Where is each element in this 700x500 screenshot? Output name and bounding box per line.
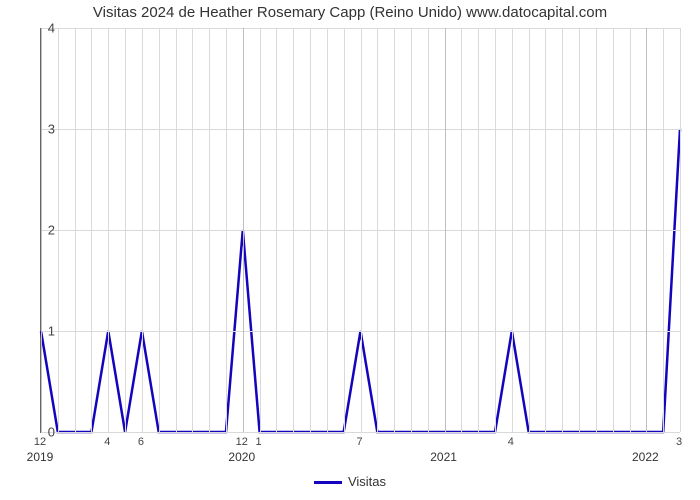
gridline-v (159, 28, 160, 432)
x-tick-label-minor: 12 (34, 436, 46, 448)
legend-label: Visitas (348, 474, 386, 489)
gridline-v (545, 28, 546, 432)
x-tick-label-minor: 3 (676, 436, 682, 448)
gridline-v (411, 28, 412, 432)
x-tick-label-minor: 4 (508, 436, 514, 448)
chart-container: Visitas 2024 de Heather Rosemary Capp (R… (0, 0, 700, 500)
gridline-v (562, 28, 563, 432)
gridline-v (75, 28, 76, 432)
gridline-v (529, 28, 530, 432)
gridline-v (512, 28, 513, 432)
x-tick-label-major: 2021 (430, 450, 457, 464)
gridline-v (646, 28, 647, 432)
gridline-v (663, 28, 664, 432)
gridline-v (58, 28, 59, 432)
gridline-v (428, 28, 429, 432)
gridline-v (226, 28, 227, 432)
x-tick-label-major: 2020 (228, 450, 255, 464)
gridline-v (276, 28, 277, 432)
gridline-h (41, 432, 680, 433)
x-tick-label-major: 2019 (27, 450, 54, 464)
x-tick-label-major: 2022 (632, 450, 659, 464)
gridline-v (461, 28, 462, 432)
y-tick-label: 1 (25, 324, 55, 339)
gridline-v (310, 28, 311, 432)
y-tick-label: 2 (25, 223, 55, 238)
gridline-v (680, 28, 681, 432)
gridline-v (579, 28, 580, 432)
gridline-v (344, 28, 345, 432)
plot-area (40, 28, 680, 433)
gridline-v (142, 28, 143, 432)
gridline-v (125, 28, 126, 432)
chart-title: Visitas 2024 de Heather Rosemary Capp (R… (0, 4, 700, 21)
y-tick-label: 3 (25, 122, 55, 137)
gridline-v (394, 28, 395, 432)
gridline-v (613, 28, 614, 432)
gridline-v (260, 28, 261, 432)
gridline-v (192, 28, 193, 432)
gridline-v (445, 28, 446, 432)
gridline-v (108, 28, 109, 432)
x-tick-label-minor: 6 (138, 436, 144, 448)
gridline-v (91, 28, 92, 432)
gridline-v (293, 28, 294, 432)
gridline-v (361, 28, 362, 432)
legend-swatch (314, 481, 342, 484)
x-tick-label-minor: 1 (256, 436, 262, 448)
gridline-v (478, 28, 479, 432)
gridline-v (209, 28, 210, 432)
x-tick-label-minor: 4 (104, 436, 110, 448)
gridline-v (176, 28, 177, 432)
gridline-v (596, 28, 597, 432)
x-tick-label-minor: 7 (356, 436, 362, 448)
gridline-v (495, 28, 496, 432)
gridline-v (327, 28, 328, 432)
gridline-v (243, 28, 244, 432)
y-tick-label: 4 (25, 21, 55, 36)
x-tick-label-minor: 12 (236, 436, 248, 448)
gridline-v (377, 28, 378, 432)
gridline-v (630, 28, 631, 432)
legend: Visitas (0, 474, 700, 489)
